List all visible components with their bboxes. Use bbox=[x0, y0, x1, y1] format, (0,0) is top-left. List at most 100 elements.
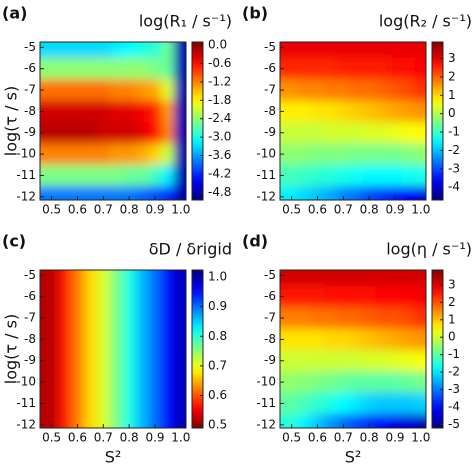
cell bbox=[336, 58, 351, 80]
cell bbox=[280, 350, 299, 372]
colorbar-tick-label: 1.0 bbox=[208, 270, 227, 284]
cell bbox=[122, 164, 137, 187]
cell bbox=[311, 164, 325, 187]
cell bbox=[336, 143, 351, 166]
panel: 0.5 0.6 0.7 0.8 0.9 1.0 -5 -6 -7 -8 -9 -10 -11 -12 1.0… bbox=[2, 232, 233, 467]
colorbar-tick-label: -4.8 bbox=[208, 185, 231, 199]
cell bbox=[311, 307, 325, 330]
y-tick-label: -5 bbox=[24, 268, 36, 282]
cell bbox=[323, 42, 338, 59]
cell bbox=[362, 286, 377, 308]
cell bbox=[148, 164, 162, 187]
cell bbox=[375, 328, 390, 351]
x-tick-label: 0.5 bbox=[282, 431, 301, 445]
cell bbox=[388, 122, 402, 144]
cell bbox=[280, 100, 299, 123]
cell bbox=[388, 58, 402, 80]
cell bbox=[58, 100, 72, 123]
cell bbox=[298, 42, 312, 59]
cell bbox=[96, 42, 111, 59]
cell bbox=[401, 371, 415, 394]
cell bbox=[388, 286, 402, 308]
cell bbox=[148, 270, 162, 428]
cell bbox=[135, 42, 150, 59]
cell bbox=[83, 100, 98, 123]
cell bbox=[311, 414, 325, 428]
cell bbox=[414, 270, 426, 287]
colorbar-tick-label: -3 bbox=[448, 161, 460, 175]
cell bbox=[414, 143, 426, 166]
y-tick-label: -11 bbox=[16, 168, 36, 182]
cell bbox=[336, 122, 351, 144]
heatmap bbox=[280, 270, 426, 428]
cell bbox=[375, 350, 390, 372]
cell bbox=[161, 122, 175, 144]
y-tick-label: -8 bbox=[24, 332, 36, 346]
panel-label: (a) bbox=[2, 4, 27, 23]
cell bbox=[109, 270, 124, 428]
cell bbox=[323, 79, 338, 102]
cell bbox=[362, 392, 377, 415]
cell bbox=[311, 350, 325, 372]
cell bbox=[148, 42, 162, 59]
cell bbox=[375, 58, 390, 80]
cell bbox=[311, 100, 325, 123]
cell bbox=[375, 100, 390, 123]
cell bbox=[388, 307, 402, 330]
colorbar-tick-label: 0.6 bbox=[208, 388, 227, 402]
cell bbox=[280, 143, 299, 166]
cell bbox=[388, 100, 402, 123]
panel: 0.5 0.6 0.7 0.8 0.9 1.0-5-6-7-8-9-10-11-12321… bbox=[242, 4, 472, 217]
cell bbox=[414, 328, 426, 351]
cell bbox=[362, 307, 377, 330]
cell bbox=[298, 350, 312, 372]
cell bbox=[362, 100, 377, 123]
cell bbox=[109, 100, 124, 123]
y-tick-label: -7 bbox=[24, 83, 36, 97]
colorbar-tick-label: 0.0 bbox=[208, 38, 227, 52]
cell bbox=[298, 122, 312, 144]
colorbar-tick-label: 2 bbox=[448, 295, 456, 309]
cell bbox=[323, 307, 338, 330]
cell bbox=[135, 270, 150, 428]
cell bbox=[349, 42, 364, 59]
cell bbox=[109, 122, 124, 144]
cell bbox=[401, 143, 415, 166]
cell bbox=[298, 58, 312, 80]
colorbar bbox=[191, 269, 204, 429]
plot-frame bbox=[39, 41, 187, 201]
cell bbox=[401, 307, 415, 330]
colorbar bbox=[431, 269, 444, 429]
cell bbox=[401, 164, 415, 187]
cell bbox=[109, 58, 124, 80]
cell bbox=[349, 164, 364, 187]
cell bbox=[414, 371, 426, 394]
cell bbox=[161, 42, 175, 59]
x-tick-label: 1.0 bbox=[411, 203, 430, 217]
cell bbox=[414, 414, 426, 428]
cell bbox=[349, 371, 364, 394]
cell bbox=[71, 122, 85, 144]
cell bbox=[71, 143, 85, 166]
cell bbox=[323, 143, 338, 166]
cell bbox=[323, 414, 338, 428]
cell bbox=[336, 350, 351, 372]
cell bbox=[349, 100, 364, 123]
cell bbox=[349, 392, 364, 415]
cell bbox=[362, 164, 377, 187]
cell bbox=[58, 42, 72, 59]
cell bbox=[311, 270, 325, 287]
cell bbox=[58, 79, 72, 102]
cell bbox=[388, 143, 402, 166]
x-tick-label: 1.0 bbox=[171, 431, 190, 445]
y-tick-label: -6 bbox=[24, 61, 36, 75]
x-tick-label: 0.7 bbox=[334, 203, 353, 217]
cell bbox=[135, 186, 150, 200]
cell bbox=[349, 122, 364, 144]
cell bbox=[40, 186, 59, 200]
cell bbox=[71, 164, 85, 187]
cell bbox=[336, 42, 351, 59]
x-tick-label: 0.8 bbox=[120, 431, 139, 445]
cell bbox=[40, 42, 59, 59]
